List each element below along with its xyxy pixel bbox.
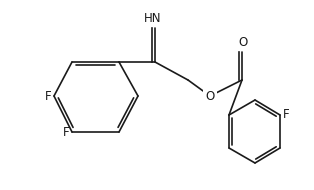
Text: F: F [44, 89, 51, 102]
Text: O: O [205, 89, 215, 102]
Text: F: F [62, 126, 69, 139]
Text: O: O [238, 36, 248, 49]
Text: F: F [283, 108, 290, 121]
Text: HN: HN [144, 12, 162, 25]
